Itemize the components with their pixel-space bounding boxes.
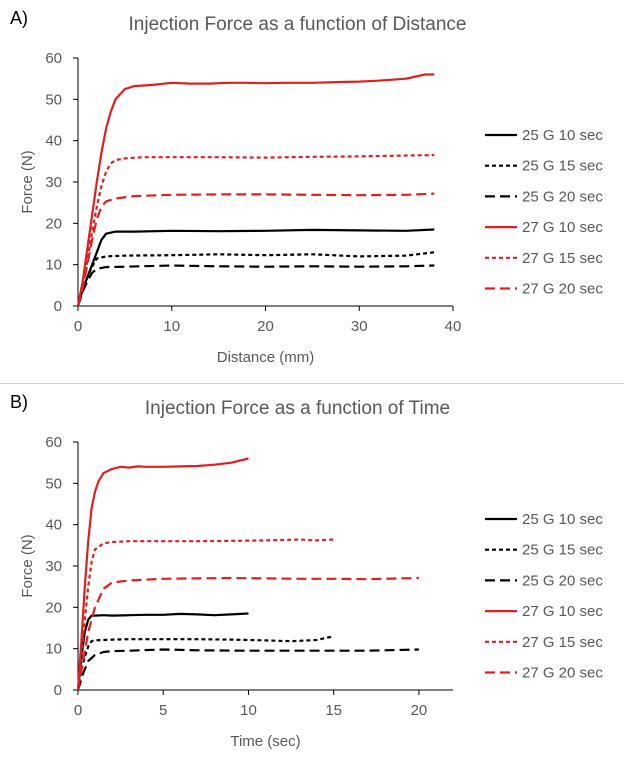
x-tick-label: 5 [159, 702, 167, 719]
legend-label: 25 G 15 sec [522, 158, 603, 175]
series-line [76, 228, 435, 307]
y-tick-label: 10 [45, 257, 62, 274]
series-line [76, 538, 334, 691]
y-tick-label: 20 [45, 599, 62, 616]
series-line [76, 73, 435, 307]
chart-title: Injection Force as a function of Distanc… [129, 14, 467, 35]
legend-label: 25 G 15 sec [522, 542, 603, 559]
legend-label: 25 G 20 sec [522, 188, 603, 205]
legend-label: 27 G 20 sec [522, 281, 603, 298]
chart-force-vs-time: Injection Force as a function of Time 0 10… [19, 398, 603, 750]
y-tick-label: 30 [45, 558, 62, 575]
legend-label: 27 G 20 sec [522, 665, 603, 682]
series-line [76, 635, 334, 691]
y-tick-label: 10 [45, 641, 62, 658]
series-line [76, 154, 435, 307]
series-line [76, 576, 419, 691]
series-line [76, 457, 249, 691]
y-tick-label: 40 [45, 133, 62, 150]
series-line [76, 648, 419, 691]
x-tick-label: 0 [74, 702, 82, 719]
series-line [76, 251, 435, 307]
y-tick-label: 20 [45, 215, 62, 232]
series-line [76, 192, 435, 307]
chart-panel-distance: A) Injection Force as a function of Dist… [0, 0, 624, 383]
legend-label: 27 G 10 sec [522, 219, 603, 236]
x-tick-label: 15 [325, 702, 342, 719]
y-tick-label: 60 [45, 50, 62, 67]
chart-force-vs-distance: Injection Force as a function of Distanc… [19, 14, 603, 366]
panel-label: B) [10, 392, 28, 412]
chart-panel-time: B) Injection Force as a function of Time… [0, 384, 624, 768]
legend-label: 27 G 15 sec [522, 250, 603, 267]
x-tick-label: 40 [445, 318, 462, 335]
y-axis-label: Force (N) [19, 534, 36, 597]
x-tick-label: 30 [351, 318, 368, 335]
y-tick-label: 0 [54, 682, 62, 699]
y-tick-label: 0 [54, 298, 62, 315]
legend-label: 27 G 15 sec [522, 634, 603, 651]
y-axis-label: Force (N) [19, 150, 36, 213]
y-tick-label: 30 [45, 174, 62, 191]
x-axis-label: Distance (mm) [217, 349, 315, 366]
x-tick-label: 10 [163, 318, 180, 335]
x-tick-label: 20 [257, 318, 274, 335]
y-tick-label: 50 [45, 91, 62, 108]
series-line [76, 612, 249, 691]
y-tick-label: 60 [45, 434, 62, 451]
legend-label: 25 G 10 sec [522, 127, 603, 144]
panel-label: A) [10, 8, 28, 28]
x-tick-label: 10 [240, 702, 257, 719]
x-tick-label: 20 [411, 702, 428, 719]
x-tick-label: 0 [74, 318, 82, 335]
chart-title: Injection Force as a function of Time [145, 398, 450, 419]
legend-label: 25 G 10 sec [522, 511, 603, 528]
panel-divider [0, 383, 624, 384]
legend-label: 25 G 20 sec [522, 572, 603, 589]
x-axis-label: Time (sec) [230, 733, 300, 750]
legend-label: 27 G 10 sec [522, 603, 603, 620]
y-tick-label: 40 [45, 517, 62, 534]
series-line [76, 264, 435, 307]
y-tick-label: 50 [45, 475, 62, 492]
